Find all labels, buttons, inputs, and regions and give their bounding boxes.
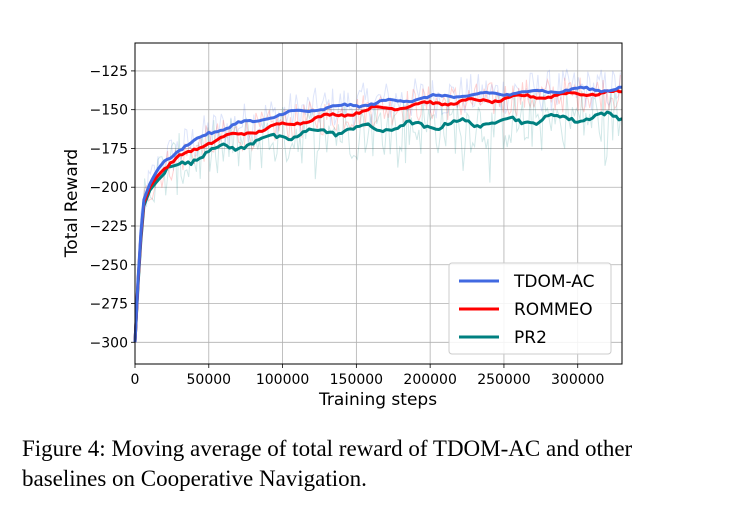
series-line-pr2	[133, 110, 623, 343]
series-lines	[133, 85, 623, 343]
y-tick-label: −300	[90, 335, 128, 351]
series-line-tdom-ac	[133, 85, 623, 343]
x-tick-label: 100000	[256, 372, 309, 388]
x-tick-label: 300000	[551, 372, 604, 388]
figure-caption: Figure 4: Moving average of total reward…	[22, 436, 633, 491]
y-tick-label: −150	[90, 103, 128, 119]
y-tick-label: −200	[90, 180, 128, 196]
legend-label-rommeo: ROMMEO	[514, 300, 593, 320]
y-tick-label: −175	[90, 141, 128, 157]
x-axis-label: Training steps	[318, 390, 437, 410]
x-axis-ticks: 0 50000 100000 150000 200000 250000 300000	[131, 364, 604, 388]
y-tick-label: −125	[90, 64, 128, 80]
chart: 0 50000 100000 150000 200000 250000 300000 −30…	[62, 42, 623, 410]
y-tick-label: −225	[90, 219, 128, 235]
y-tick-label: −250	[90, 258, 128, 274]
legend: TDOM-AC ROMMEO PR2	[448, 262, 612, 355]
x-tick-label: 0	[131, 372, 140, 388]
y-axis-ticks: −300 −275 −250 −225 −200 −175 −150 −125	[90, 64, 135, 351]
y-tick-label: −275	[90, 297, 128, 313]
x-tick-label: 250000	[477, 372, 530, 388]
plot-frame	[134, 42, 623, 365]
legend-label-pr2: PR2	[514, 328, 547, 348]
x-tick-label: 50000	[187, 372, 232, 388]
y-axis-label: Total Reward	[62, 149, 82, 258]
legend-label-tdom-ac: TDOM-AC	[513, 272, 594, 292]
x-tick-label: 150000	[330, 372, 383, 388]
legend-box	[448, 262, 612, 355]
x-tick-label: 200000	[403, 372, 456, 388]
series-line-rommeo	[133, 88, 623, 343]
